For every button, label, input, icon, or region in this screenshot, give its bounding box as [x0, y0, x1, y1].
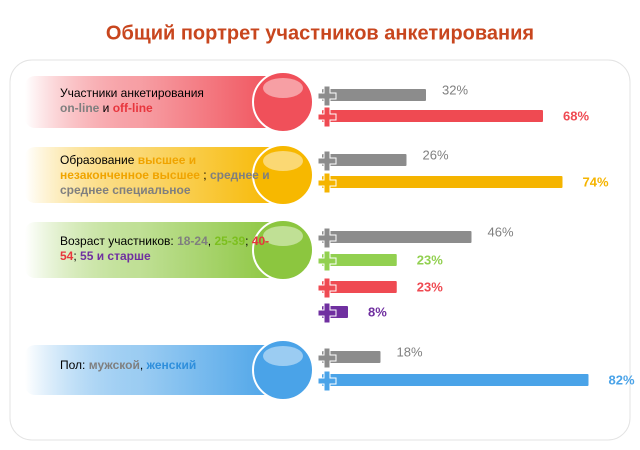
bar [322, 89, 426, 101]
bar [322, 154, 407, 166]
plus-icon [317, 172, 337, 194]
ball-shine [263, 346, 303, 366]
plus-icon [317, 227, 337, 249]
label-part: и [99, 101, 113, 115]
ball [252, 144, 314, 206]
value-label: 82% [609, 372, 635, 387]
value-label: 26% [423, 147, 449, 162]
bar [322, 374, 589, 386]
ball-shine [263, 226, 303, 246]
label-part: ; [245, 234, 252, 248]
band [25, 222, 280, 278]
ball-shine [263, 151, 303, 171]
plus-icon [317, 277, 337, 299]
label-part: , [139, 358, 147, 372]
plus-icon [317, 347, 337, 369]
group-label: Образование высшее и незаконченное высше… [60, 153, 270, 198]
plus-icon [317, 302, 337, 324]
label-part: 18-24 [177, 234, 208, 248]
label-part: ; [199, 168, 210, 182]
bar [322, 110, 543, 122]
value-label: 32% [442, 82, 468, 97]
label-part: 55 и старше [80, 249, 151, 263]
plus-icon [317, 370, 337, 392]
label-part: Пол: [60, 358, 89, 372]
value-label: 8% [368, 304, 387, 319]
group-label: Возраст участников: 18-24, 25-39; 40-54;… [60, 234, 270, 264]
band [25, 76, 280, 128]
bar [322, 281, 397, 293]
label-part: Участники анкетирования [60, 86, 204, 100]
bar [322, 351, 381, 363]
label-part: Возраст участников: [60, 234, 178, 248]
label-part: 40-54 [60, 234, 270, 263]
label-part: высшее и незаконченное высшее [60, 153, 200, 182]
plus-icon [317, 85, 337, 107]
bar [322, 176, 563, 188]
label-part: женский [146, 358, 197, 372]
value-label: 68% [563, 108, 589, 123]
plus-icon [317, 250, 337, 272]
group-label: Пол: мужской, женский [60, 358, 270, 373]
value-label: 23% [417, 252, 443, 267]
value-label: 74% [583, 174, 609, 189]
ball [252, 339, 314, 401]
bar [322, 254, 397, 266]
value-label: 18% [397, 344, 423, 359]
ball-shine [263, 78, 303, 98]
title: Общий портрет участников анкетирования [106, 22, 534, 44]
label-part: среднее и среднее специальное [60, 168, 270, 197]
band [25, 147, 280, 203]
band [25, 345, 280, 395]
label-part: on-line [60, 101, 100, 115]
value-label: 23% [417, 279, 443, 294]
value-label: 46% [488, 224, 514, 239]
plus-icon [317, 150, 337, 172]
ball [252, 71, 314, 133]
plus-icon [317, 106, 337, 128]
label-part: Образование [60, 153, 138, 167]
ball [252, 219, 314, 281]
label-part: 25-39 [214, 234, 246, 248]
bar [322, 231, 472, 243]
label-part: off-line [112, 101, 153, 115]
label-part: ; [73, 249, 81, 263]
label-part: мужской [88, 358, 140, 372]
group-label: Участники анкетирования on-line и off-lin… [60, 86, 270, 116]
label-part: , [207, 234, 215, 248]
